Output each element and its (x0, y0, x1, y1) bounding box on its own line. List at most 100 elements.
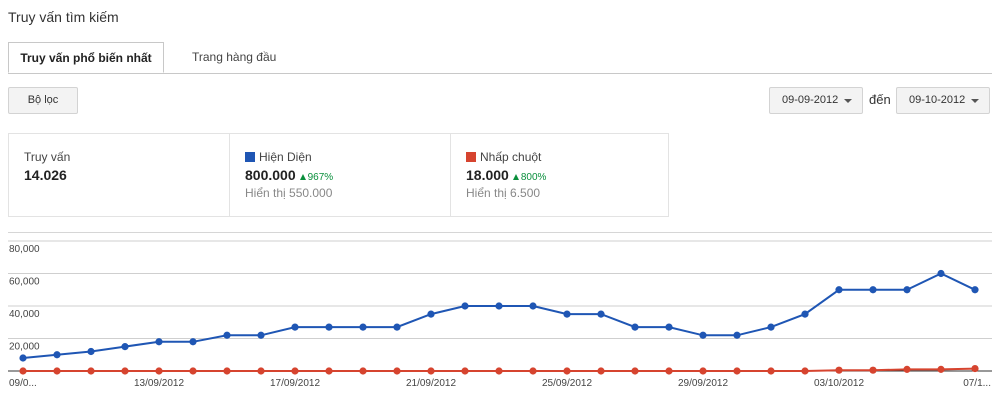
data-point-clicks[interactable] (87, 367, 95, 375)
data-point-clicks[interactable] (631, 367, 639, 375)
data-point-impressions[interactable] (869, 286, 877, 294)
data-point-impressions[interactable] (971, 286, 979, 294)
tab-top-queries[interactable]: Truy vấn phổ biến nhất (8, 42, 164, 73)
chevron-down-icon (844, 99, 852, 103)
data-point-impressions[interactable] (87, 347, 95, 356)
stat-queries: Truy vấn 14.026 (9, 134, 229, 216)
data-point-clicks[interactable] (665, 367, 673, 375)
y-tick-label: 80,000 (9, 244, 40, 255)
stat-impressions-sub: Hiển thị 550.000 (245, 186, 333, 200)
data-point-impressions[interactable] (325, 323, 333, 331)
data-point-clicks[interactable] (359, 367, 367, 375)
tab-top-pages[interactable]: Trang hàng đầu (192, 50, 277, 64)
stat-queries-label: Truy vấn (24, 150, 71, 164)
data-point-clicks[interactable] (563, 367, 571, 375)
filter-button[interactable]: Bộ lọc (8, 87, 78, 114)
stat-clicks-value-row: 18.000 800% (466, 167, 670, 183)
y-tick-label: 20,000 (9, 342, 40, 353)
x-tick-label: 03/10/2012 (814, 378, 864, 389)
page-title: Truy vấn tìm kiếm (8, 9, 119, 25)
data-point-clicks[interactable] (461, 367, 469, 375)
clicks-color-swatch (466, 152, 476, 162)
data-point-impressions[interactable] (393, 323, 401, 331)
data-point-impressions[interactable] (597, 310, 605, 318)
chevron-down-icon (971, 99, 979, 103)
data-point-impressions[interactable] (903, 286, 911, 294)
series-line-impressions (22, 272, 976, 359)
stat-impressions[interactable]: Hiện Diện 800.000 967% Hiển thị 550.000 (229, 134, 449, 216)
data-point-clicks[interactable] (733, 367, 741, 375)
data-point-clicks[interactable] (495, 367, 503, 375)
data-point-impressions[interactable] (563, 310, 571, 318)
stat-impressions-header: Hiện Diện (245, 150, 449, 165)
data-point-clicks[interactable] (257, 367, 265, 375)
data-point-clicks[interactable] (223, 367, 231, 375)
data-point-impressions[interactable] (291, 323, 299, 331)
date-range-separator: đến (869, 92, 891, 107)
data-point-impressions[interactable] (257, 331, 265, 339)
data-point-clicks[interactable] (767, 367, 775, 375)
data-point-impressions[interactable] (359, 323, 367, 331)
data-point-clicks[interactable] (53, 367, 61, 375)
data-point-clicks[interactable] (529, 367, 537, 375)
x-tick-label: 25/09/2012 (542, 378, 592, 389)
data-point-impressions[interactable] (495, 302, 503, 310)
data-point-clicks[interactable] (835, 366, 843, 374)
start-date-dropdown[interactable]: 09-09-2012 (769, 87, 863, 114)
data-point-clicks[interactable] (937, 365, 945, 373)
data-point-clicks[interactable] (869, 366, 877, 374)
x-tick-label: 21/09/2012 (406, 378, 456, 389)
data-point-clicks[interactable] (393, 367, 401, 375)
data-point-clicks[interactable] (597, 367, 605, 375)
stat-clicks-change: 800% (512, 172, 547, 183)
data-point-impressions[interactable] (427, 310, 435, 318)
data-point-impressions[interactable] (767, 323, 775, 331)
stat-impressions-label: Hiện Diện (259, 150, 312, 164)
stat-clicks-value: 18.000 (466, 167, 509, 183)
data-point-impressions[interactable] (733, 331, 741, 339)
data-point-clicks[interactable] (121, 367, 129, 375)
data-point-clicks[interactable] (801, 367, 809, 375)
data-point-impressions[interactable] (155, 338, 163, 346)
x-tick-label: 13/09/2012 (134, 378, 184, 389)
data-point-clicks[interactable] (427, 367, 435, 375)
data-point-impressions[interactable] (461, 302, 469, 310)
chart-top-divider (8, 232, 992, 233)
data-point-clicks[interactable] (699, 367, 707, 375)
data-point-impressions[interactable] (529, 302, 537, 310)
x-tick-label: 29/09/2012 (678, 378, 728, 389)
data-point-impressions[interactable] (223, 331, 231, 339)
data-point-impressions[interactable] (665, 323, 673, 331)
data-point-impressions[interactable] (121, 343, 129, 351)
data-point-impressions[interactable] (631, 323, 639, 331)
stat-clicks-change-value: 800% (520, 172, 547, 183)
data-point-impressions[interactable] (189, 338, 197, 346)
data-point-impressions[interactable] (19, 354, 27, 362)
data-point-clicks[interactable] (291, 367, 299, 375)
data-point-impressions[interactable] (937, 269, 945, 278)
data-point-clicks[interactable] (971, 364, 979, 373)
data-point-impressions[interactable] (835, 286, 843, 294)
x-tick-label: 07/1... (963, 378, 991, 389)
data-point-clicks[interactable] (19, 367, 27, 375)
end-date-value: 09-10-2012 (909, 94, 966, 106)
data-point-clicks[interactable] (903, 365, 911, 373)
data-point-clicks[interactable] (189, 367, 197, 375)
x-tick-label: 09/0... (9, 378, 37, 389)
tab-bar: Truy vấn phổ biến nhất Trang hàng đầu (8, 42, 992, 74)
stat-clicks-label: Nhấp chuột (480, 150, 542, 164)
stat-clicks-sub: Hiển thị 6.500 (466, 186, 541, 200)
stat-impressions-change-value: 967% (307, 172, 334, 183)
x-tick-label: 17/09/2012 (270, 378, 320, 389)
data-point-clicks[interactable] (325, 367, 333, 375)
data-point-impressions[interactable] (699, 331, 707, 339)
y-tick-label: 40,000 (9, 309, 40, 320)
stat-clicks-header: Nhấp chuột (466, 150, 670, 165)
data-point-clicks[interactable] (155, 367, 163, 375)
arrow-up-icon (299, 174, 306, 180)
stat-impressions-value-row: 800.000 967% (245, 167, 449, 183)
data-point-impressions[interactable] (53, 351, 61, 359)
stat-clicks[interactable]: Nhấp chuột 18.000 800% Hiển thị 6.500 (450, 134, 670, 216)
data-point-impressions[interactable] (801, 310, 809, 318)
end-date-dropdown[interactable]: 09-10-2012 (896, 87, 990, 114)
